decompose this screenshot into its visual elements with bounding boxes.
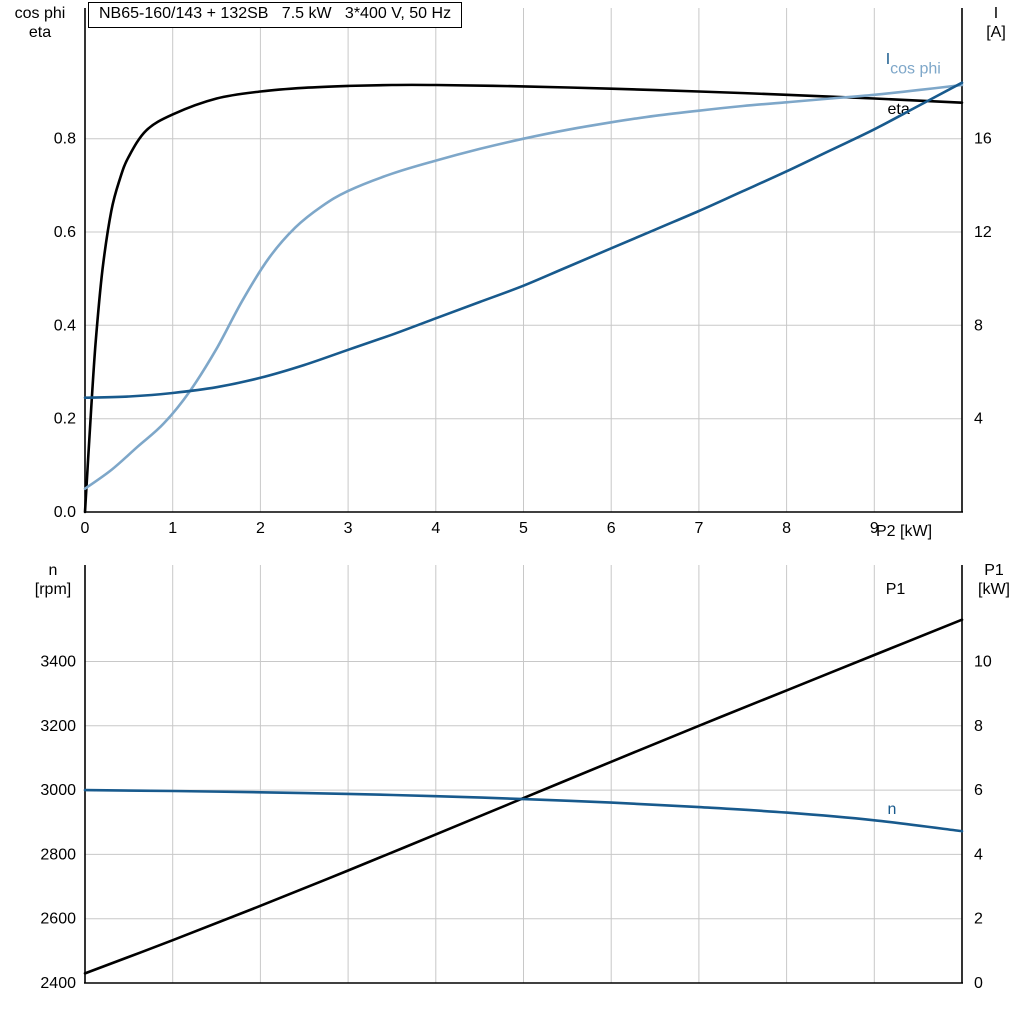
- right-tick-label: 8: [974, 317, 983, 334]
- x-tick-label: 7: [694, 520, 703, 537]
- bottom-chart-svg: 2400 2600 2800 3000 3200 3400 0 2 4 6 8 10 P1 n: [40, 565, 992, 992]
- right-tick-label: 12: [974, 224, 992, 241]
- left-tick-label: 0.4: [54, 317, 76, 334]
- x-tick-label: 8: [782, 520, 791, 537]
- series-line-current: [83, 81, 964, 399]
- right-tick-label: 4: [974, 411, 983, 428]
- left-tick-label: 3400: [40, 654, 76, 671]
- x-tick-label: 3: [344, 520, 353, 537]
- top-chart-right-axis-title: I [A]: [972, 4, 1020, 42]
- left-tick-label: 0.2: [54, 411, 76, 428]
- current-axis-label: I: [993, 5, 999, 22]
- series-label-p1-power: P1: [886, 581, 906, 598]
- x-tick-label: 2: [256, 520, 265, 537]
- bottom-chart-left-axis-title: n [rpm]: [22, 561, 84, 599]
- series-line-eta: [83, 83, 964, 514]
- p1-unit-label: [kW]: [978, 581, 1010, 598]
- right-tick-label: 0: [974, 975, 983, 992]
- speed-axis-label: n: [48, 562, 58, 579]
- speed-power-curves-chart: 2400 2600 2800 3000 3200 3400 0 2 4 6 8 10 P1 n: [0, 545, 1024, 1024]
- right-tick-label: 4: [974, 846, 983, 863]
- x-tick-label: 0: [81, 520, 90, 537]
- x-tick-label: 9: [870, 520, 879, 537]
- eta-axis-label: eta: [28, 24, 52, 41]
- right-tick-label: 16: [974, 131, 992, 148]
- left-tick-label: 2800: [40, 846, 76, 863]
- series-label-cos-phi: cos phi: [890, 60, 941, 77]
- left-tick-label: 3000: [40, 782, 76, 799]
- left-tick-label: 2600: [40, 911, 76, 928]
- electrical-curves-chart: 0.0 0.2 0.4 0.6 0.8 4 8 12 16 0 1 2 3 4 5 6 7 8 9 eta cos ph…: [54, 8, 992, 537]
- x-tick-label: 6: [607, 520, 616, 537]
- left-tick-label: 0.8: [54, 131, 76, 148]
- x-tick-label: 5: [519, 520, 528, 537]
- x-axis-title: P2 [kW]: [876, 523, 933, 540]
- right-tick-label: 10: [974, 654, 992, 671]
- bottom-chart-right-axis-title: P1 [kW]: [966, 561, 1022, 599]
- p1-axis-label: P1: [984, 562, 1004, 579]
- series-label-speed: n: [888, 801, 897, 818]
- left-tick-label: 2400: [40, 975, 76, 992]
- right-tick-label: 2: [974, 911, 983, 928]
- x-tick-label: 1: [168, 520, 177, 537]
- series-label-current: I: [886, 51, 890, 68]
- right-tick-label: 6: [974, 782, 983, 799]
- top-chart-left-axis-title: cos phi eta: [2, 4, 78, 42]
- left-tick-label: 0.0: [54, 504, 76, 521]
- left-tick-label: 0.6: [54, 224, 76, 241]
- left-tick-label: 3200: [40, 718, 76, 735]
- current-unit-label: [A]: [986, 24, 1006, 41]
- x-tick-label: 4: [431, 520, 440, 537]
- chart-title-box: NB65-160/143 + 132SB 7.5 kW 3*400 V, 50 …: [88, 2, 463, 28]
- speed-unit-label: [rpm]: [34, 581, 72, 598]
- cos-phi-axis-label: cos phi: [14, 5, 66, 22]
- right-tick-label: 8: [974, 718, 983, 735]
- series-line-speed: [83, 788, 964, 833]
